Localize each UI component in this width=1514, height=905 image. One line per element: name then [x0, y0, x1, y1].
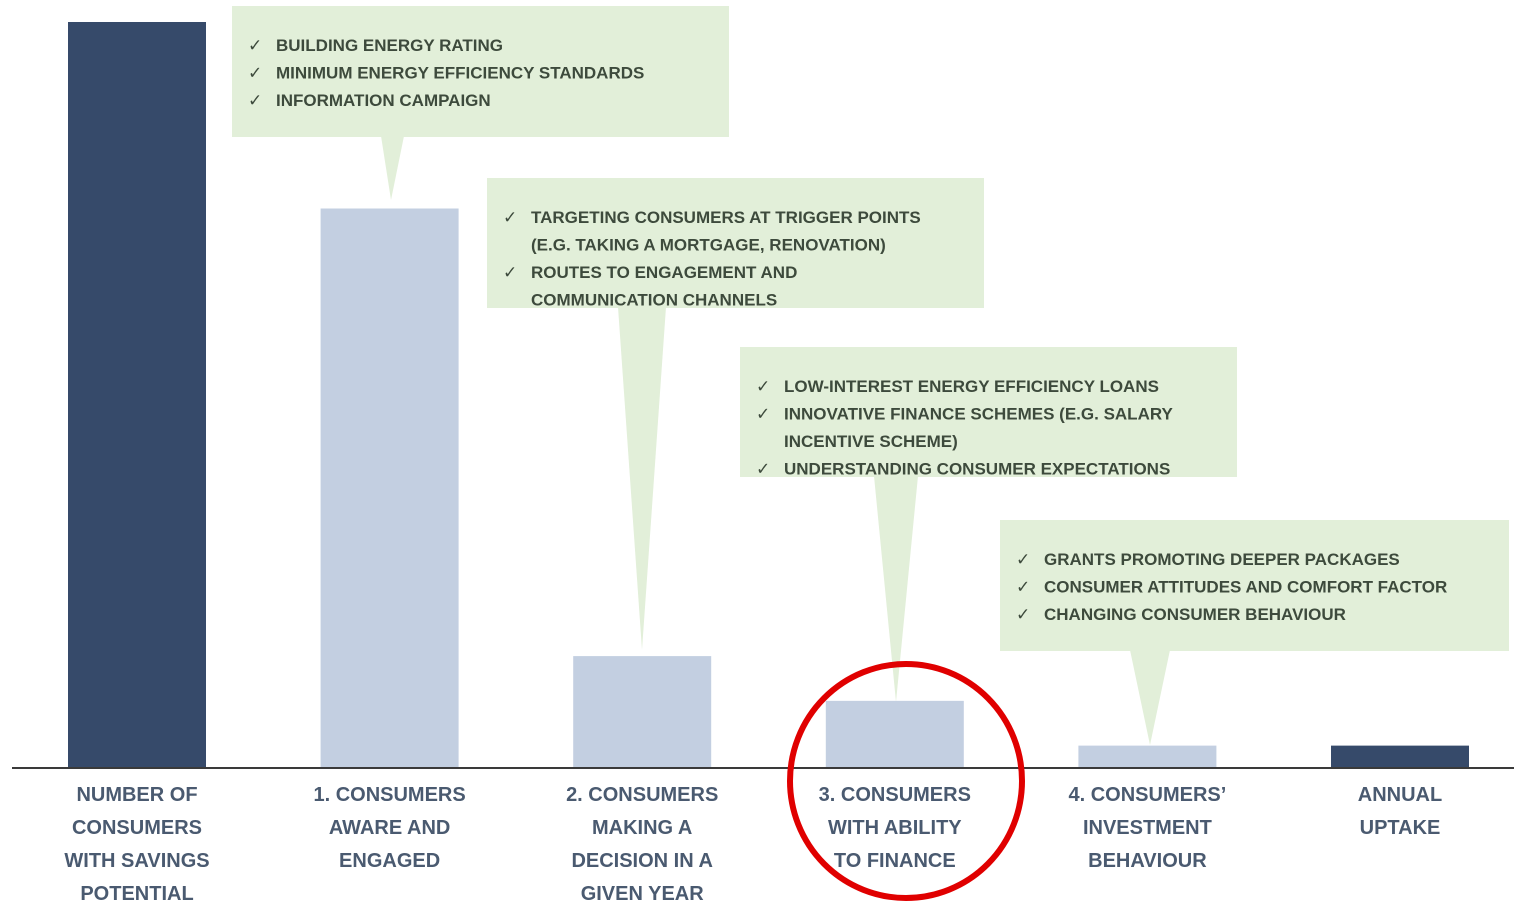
category-labels: NUMBER OF CONSUMERS WITH SAVINGS POTENTIAL 1… [64, 784, 1442, 905]
bar [68, 22, 206, 768]
callout-text: LOW-INTEREST ENERGY EFFICIENCY LOANS [784, 377, 1159, 396]
callout-box [232, 6, 729, 137]
callout-box [1000, 520, 1509, 651]
check-mark: ✓ [756, 377, 770, 396]
check-mark: ✓ [248, 91, 262, 110]
callout-text: INCENTIVE SCHEME) [784, 432, 958, 451]
callout-text: (E.G. TAKING A MORTGAGE, RENOVATION) [531, 236, 886, 255]
callout-pointer [381, 136, 404, 200]
callout-text: COMMUNICATION CHANNELS [531, 291, 777, 310]
check-mark: ✓ [756, 405, 770, 424]
bars [68, 22, 1469, 768]
callout-text: INFORMATION CAMPAIGN [276, 91, 491, 110]
callout-text: MINIMUM ENERGY EFFICIENCY STANDARDS [276, 64, 644, 83]
callout-text: CONSUMER ATTITUDES AND COMFORT FACTOR [1044, 578, 1447, 597]
highlight-circle [787, 661, 1025, 901]
x-tick-label: NUMBER OF CONSUMERS WITH SAVINGS POTENTIAL [64, 784, 209, 905]
callout-text: CHANGING CONSUMER BEHAVIOUR [1044, 605, 1346, 624]
callouts: ✓ BUILDING ENERGY RATING ✓ MINIMUM ENERGY E… [232, 6, 1509, 745]
bar [1331, 745, 1469, 768]
x-tick-label: 4. CONSUMERS’ INVESTMENT BEHAVIOUR [1068, 784, 1226, 872]
bar [825, 700, 964, 768]
x-tick-label: 3. CONSUMERS WITH ABILITY TO FINANCE [819, 784, 971, 872]
callout-box [487, 178, 984, 308]
check-mark: ✓ [248, 36, 262, 55]
check-mark: ✓ [248, 64, 262, 83]
check-mark: ✓ [503, 263, 517, 282]
check-mark: ✓ [1016, 605, 1030, 624]
check-mark: ✓ [503, 208, 517, 227]
callout-text: TARGETING CONSUMERS AT TRIGGER POINTS [531, 208, 921, 227]
x-tick-label: ANNUAL UPTAKE [1358, 784, 1442, 839]
x-tick-label: 1. CONSUMERS AWARE AND ENGAGED [313, 784, 465, 872]
x-tick-label: 2. CONSUMERS MAKING A DECISION IN A GIVEN Y… [566, 784, 718, 905]
callout-text: GRANTS PROMOTING DEEPER PACKAGES [1044, 550, 1400, 569]
callout-box [740, 347, 1237, 477]
callout-pointer [874, 476, 918, 702]
check-mark: ✓ [756, 460, 770, 479]
callout-text: INNOVATIVE FINANCE SCHEMES (E.G. SALARY [784, 405, 1173, 424]
bar [320, 208, 459, 768]
check-mark: ✓ [1016, 550, 1030, 569]
bar [1078, 745, 1217, 768]
bar [573, 656, 712, 768]
callout-text: UNDERSTANDING CONSUMER EXPECTATIONS [784, 460, 1170, 479]
callout-text: BUILDING ENERGY RATING [276, 36, 503, 55]
check-mark: ✓ [1016, 578, 1030, 597]
callout-pointer [1130, 650, 1170, 745]
callout-text: ROUTES TO ENGAGEMENT AND [531, 263, 797, 282]
callout-pointer [618, 307, 666, 650]
